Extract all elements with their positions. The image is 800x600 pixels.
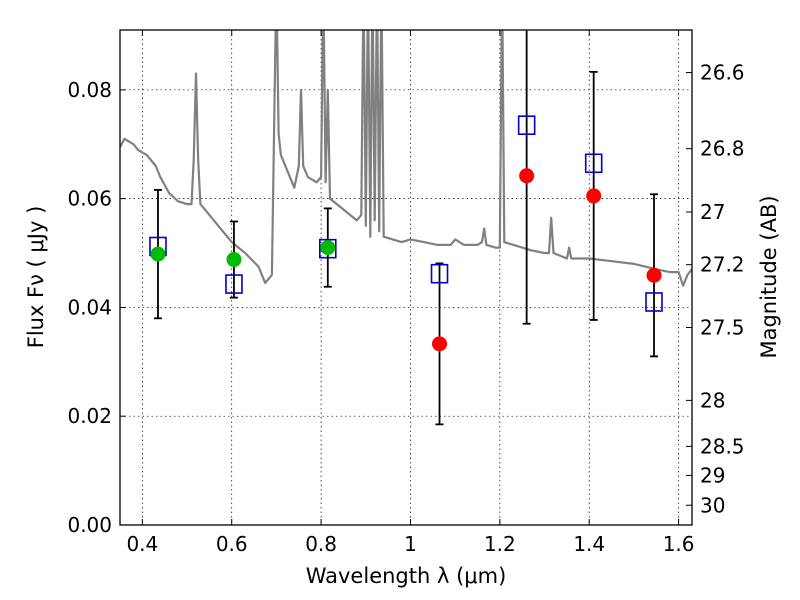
model-square-marker [517, 115, 536, 135]
spectrum-line [120, 30, 692, 287]
model-square-marker [225, 274, 243, 294]
magnitude-tick-label: 28 [700, 388, 725, 412]
x-tick-label: 0.8 [305, 532, 337, 556]
x-tick-label: 1.2 [484, 532, 516, 556]
observed-point [646, 267, 662, 283]
x-tick-label: 1.6 [663, 532, 695, 556]
x-axis-label: Wavelength λ (μm) [306, 564, 507, 588]
model-square-marker [645, 292, 663, 312]
x-tick-label: 0.6 [216, 532, 248, 556]
model-square-marker [318, 238, 337, 259]
observed-point [432, 336, 448, 352]
observed-point [586, 188, 602, 204]
y-tick-label: 0.04 [67, 295, 112, 319]
observed-point [150, 246, 166, 262]
magnitude-axis-label: Magnitude (AB) [757, 195, 781, 358]
y-axis-label: Flux Fν ( μJy ) [24, 206, 48, 349]
y-tick-label: 0.06 [67, 187, 112, 211]
observed-point [320, 240, 336, 256]
x-tick-label: 1 [404, 532, 417, 556]
magnitude-tick-label: 29 [700, 463, 725, 487]
magnitude-tick-label: 27.2 [700, 253, 745, 277]
observed-point [519, 168, 535, 184]
plot-frame [119, 29, 693, 526]
plot-area [120, 30, 692, 426]
x-tick-label: 0.4 [126, 532, 158, 556]
magnitude-tick-label: 28.5 [700, 434, 745, 458]
magnitude-tick-label: 26.8 [700, 137, 745, 161]
y-tick-label: 0.02 [67, 404, 112, 428]
magnitude-tick-label: 30 [700, 493, 725, 517]
observed-point [226, 252, 242, 268]
model-square-marker [430, 263, 449, 284]
magnitude-tick-label: 27.5 [700, 316, 745, 340]
magnitude-tick-label: 26.6 [700, 61, 745, 85]
y-tick-label: 0.08 [67, 78, 112, 102]
y-tick-label: 0.00 [67, 513, 112, 537]
magnitude-tick-label: 27 [700, 200, 725, 224]
model-square-marker [584, 153, 603, 174]
x-tick-label: 1.4 [573, 532, 605, 556]
axes: 0.4 0.6 0.8 1 1.2 1.4 1.6 0.00 0.02 0.04 0.06 0.08 2… [67, 30, 745, 556]
